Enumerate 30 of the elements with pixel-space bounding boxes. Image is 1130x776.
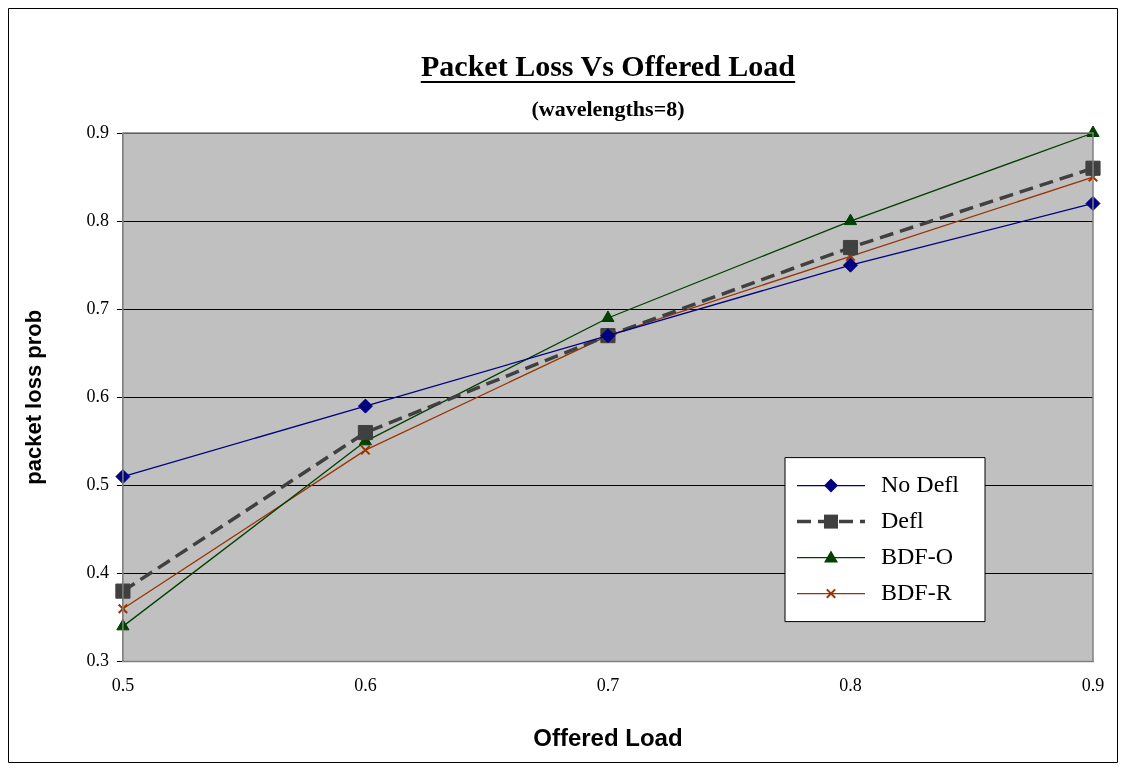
y-tick-label: 0.7 bbox=[86, 297, 109, 318]
x-tick-label: 0.9 bbox=[1081, 675, 1105, 696]
x-tick-label: 0.5 bbox=[111, 675, 135, 696]
chart-subtitle: (wavelengths=8) bbox=[531, 96, 685, 121]
chart-title: Packet Loss Vs Offered Load bbox=[421, 49, 796, 82]
y-tick-label: 0.8 bbox=[86, 209, 109, 230]
y-tick-label: 0.4 bbox=[86, 562, 109, 583]
x-tick-label: 0.6 bbox=[354, 675, 377, 696]
legend-label: No Defl bbox=[881, 470, 960, 497]
x-axis-title: Offered Load bbox=[533, 724, 683, 752]
y-tick-label: 0.6 bbox=[86, 386, 109, 407]
point bbox=[842, 257, 858, 273]
x-tick-label: 0.8 bbox=[839, 675, 862, 696]
x-tick-label: 0.7 bbox=[596, 675, 620, 696]
y-axis-title: packet loss prob bbox=[21, 309, 47, 485]
y-tick-label: 0.9 bbox=[86, 121, 109, 142]
point bbox=[601, 310, 615, 323]
point bbox=[843, 213, 858, 226]
point bbox=[115, 583, 131, 599]
point bbox=[842, 239, 859, 256]
legend-label: BDF-O bbox=[881, 542, 954, 569]
y-tick-label: 0.5 bbox=[86, 474, 109, 495]
legend-label: BDF-R bbox=[881, 578, 952, 605]
point bbox=[360, 444, 371, 456]
point bbox=[357, 424, 373, 441]
y-tick-label: 0.3 bbox=[86, 650, 109, 671]
point bbox=[357, 398, 373, 414]
point bbox=[117, 603, 129, 614]
legend-label: Defl bbox=[881, 506, 924, 533]
point bbox=[1085, 160, 1101, 176]
